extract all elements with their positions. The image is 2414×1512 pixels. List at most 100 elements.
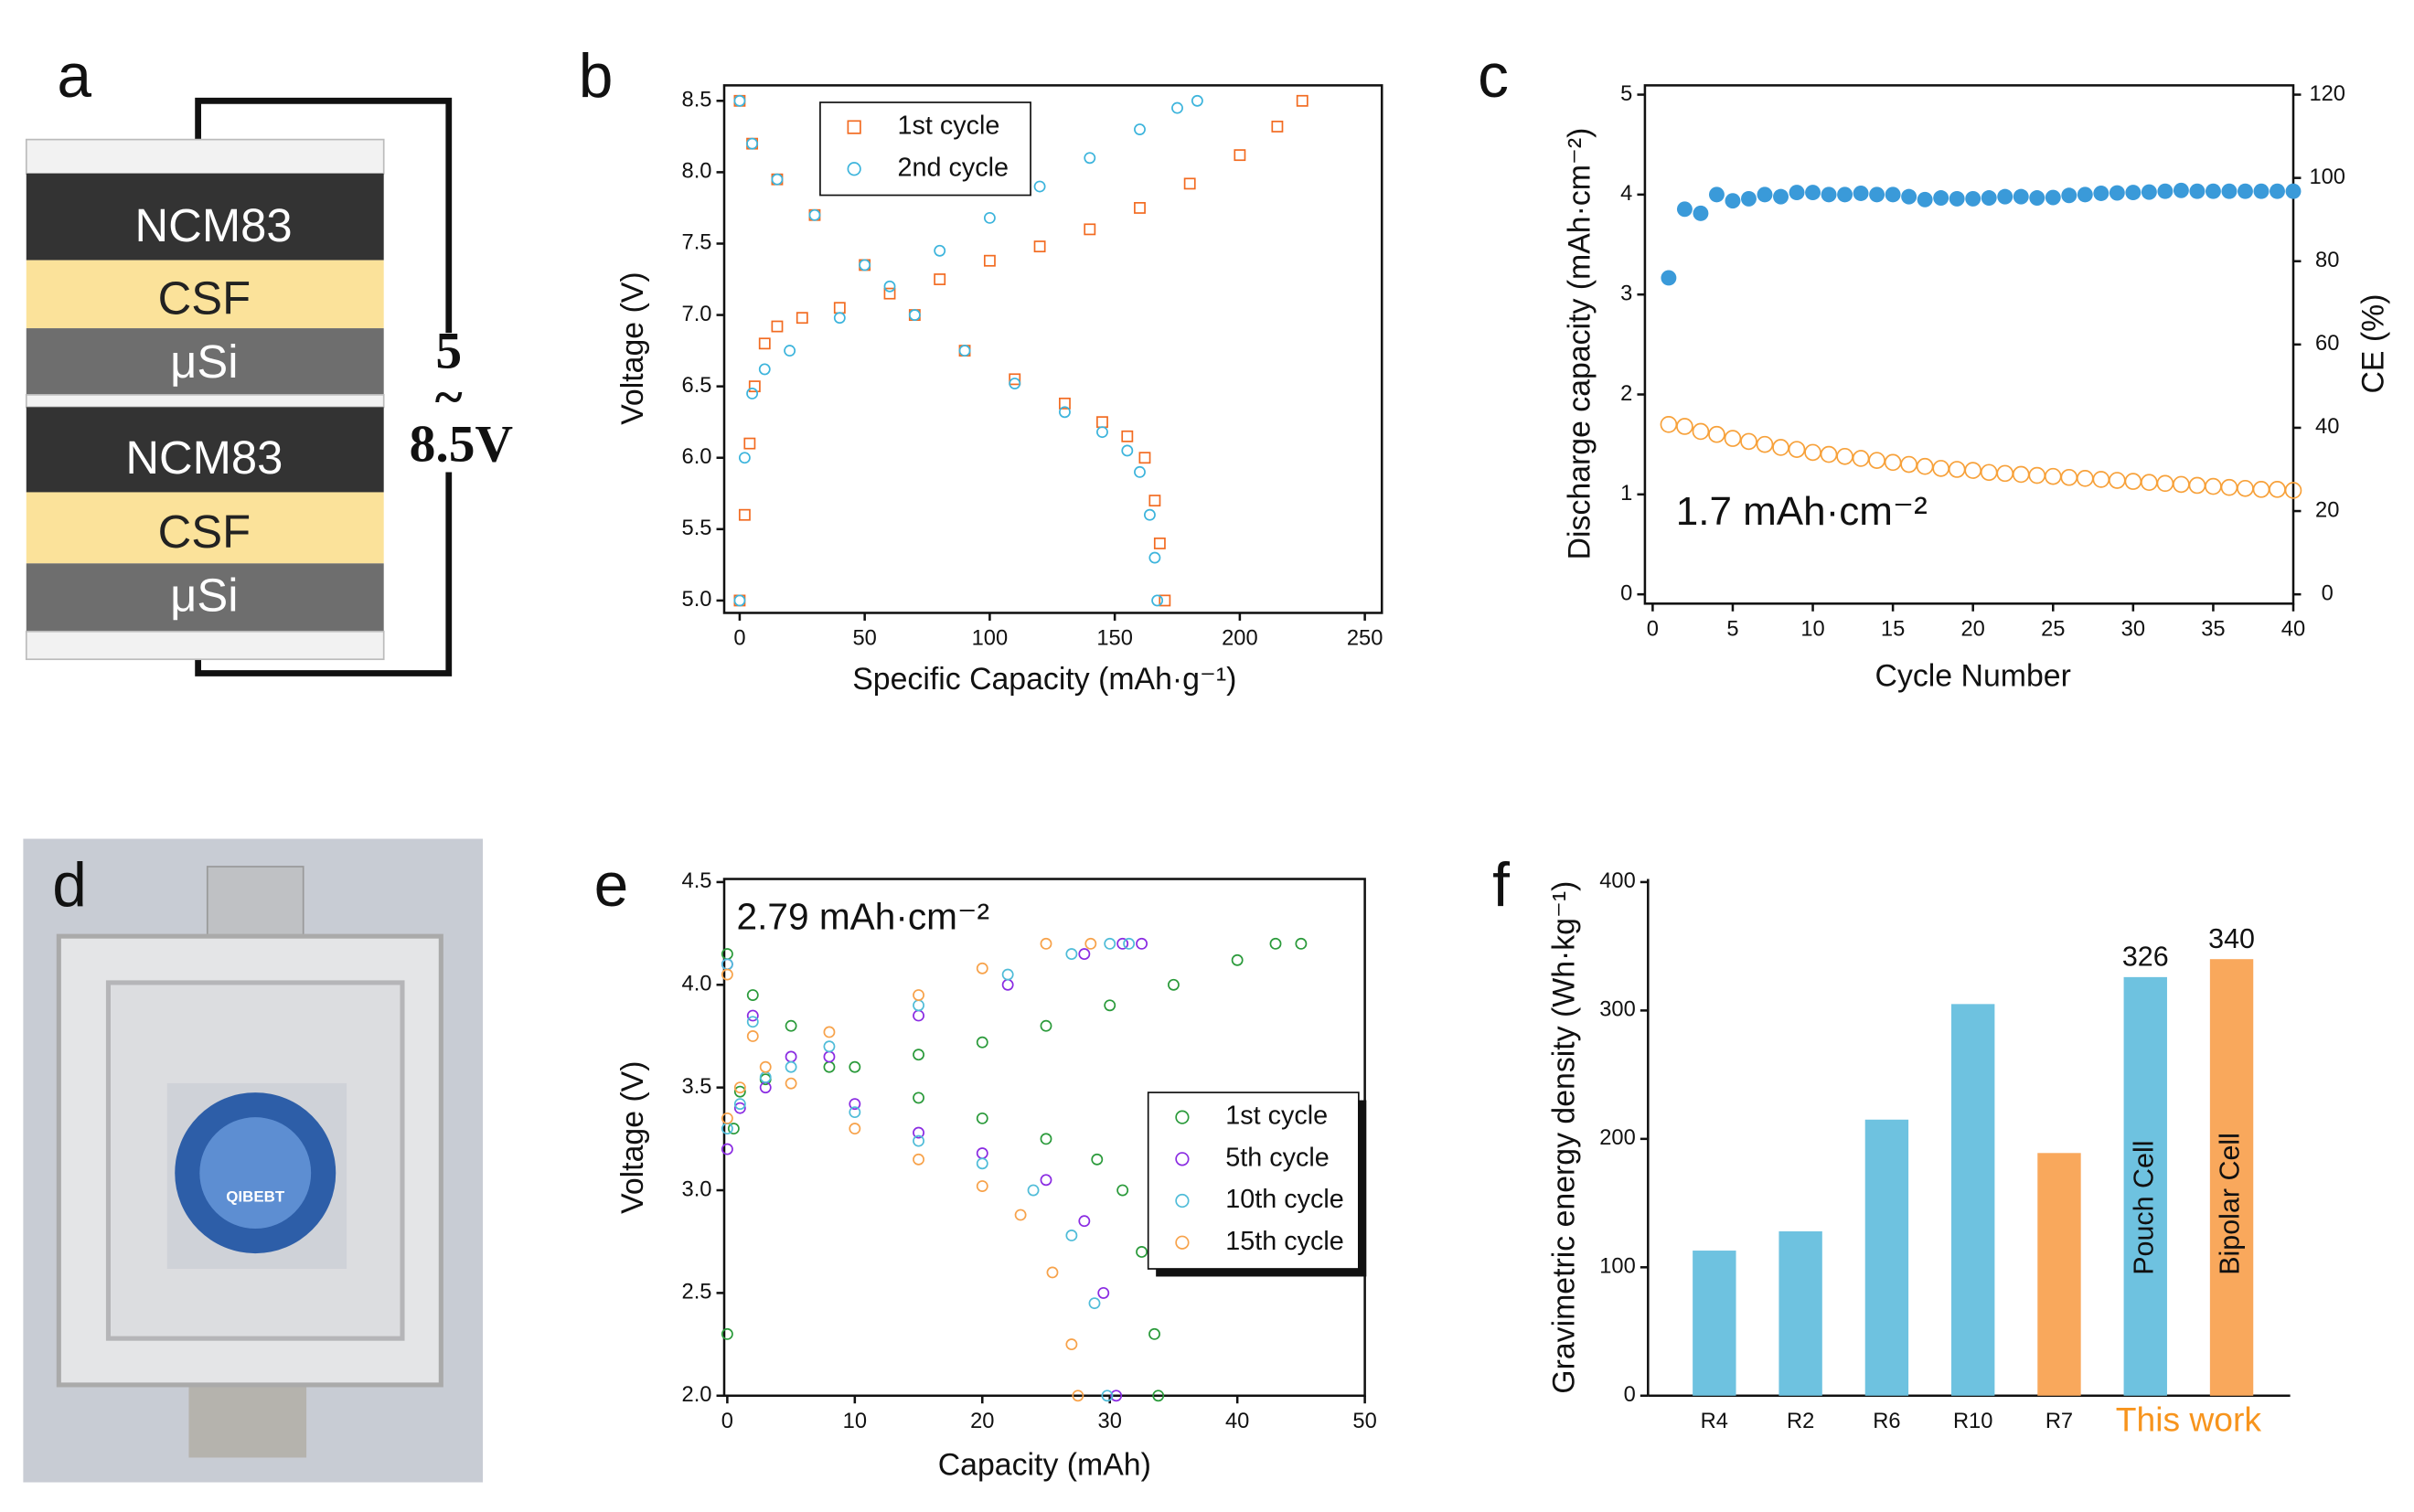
marker: [1116, 1184, 1129, 1197]
marker: [1104, 999, 1116, 1012]
x-tick-label: R7: [2045, 1410, 2073, 1433]
marker: [823, 1026, 836, 1038]
marker: [1096, 416, 1108, 429]
marker: [746, 1016, 759, 1028]
marker: [808, 208, 821, 221]
x-axis-label: Cycle Number: [1875, 658, 2071, 693]
x-tick-label: 40: [2281, 617, 2305, 641]
marker: [1072, 1390, 1084, 1402]
marker: [849, 1106, 861, 1119]
marker: [823, 1060, 836, 1073]
marker: [1756, 435, 1774, 453]
x-axis-label: Capacity (mAh): [938, 1448, 1151, 1483]
x-tick-label: R10: [1953, 1410, 1992, 1433]
marker: [771, 320, 784, 333]
marker: [1757, 186, 1773, 203]
marker: [746, 137, 759, 150]
marker: [1996, 464, 2014, 483]
y-tick-label: 300: [1599, 998, 1636, 1022]
x-tick-label: 35: [2201, 617, 2225, 641]
marker: [1175, 1152, 1190, 1166]
marker: [1836, 447, 1853, 465]
y-tick-label: 8.5: [682, 89, 712, 112]
marker: [1148, 1327, 1160, 1340]
x-tick-label: 0: [1647, 617, 1659, 641]
marker: [1097, 1286, 1110, 1299]
panel-label: f: [1492, 851, 1510, 920]
y-tick-label: 5.5: [682, 516, 712, 540]
marker: [913, 1091, 924, 1104]
marker: [2220, 478, 2238, 496]
marker: [2124, 473, 2142, 490]
y2-tick-label: 80: [2315, 249, 2339, 272]
marker: [1692, 422, 1710, 441]
marker: [1121, 444, 1134, 457]
x-tick-label: 20: [1961, 617, 1985, 641]
marker: [1933, 190, 1949, 206]
marker: [785, 1077, 797, 1090]
y-tick-label: 3.0: [682, 1177, 712, 1201]
x-tick-label: 50: [1352, 1410, 1376, 1433]
marker: [2237, 183, 2253, 199]
marker: [1837, 186, 1853, 203]
marker: [1116, 937, 1129, 950]
marker: [733, 1085, 746, 1098]
marker: [1901, 188, 1917, 205]
marker: [2141, 474, 2158, 492]
marker: [1065, 948, 1078, 961]
marker: [1001, 968, 1014, 981]
bar: [1778, 1230, 1822, 1396]
marker: [1138, 452, 1151, 464]
marker: [796, 312, 808, 325]
layer: [26, 328, 384, 395]
y2-tick-label: 120: [2309, 82, 2345, 106]
gap: [25, 394, 385, 409]
marker: [1159, 594, 1171, 607]
marker: [849, 1060, 861, 1073]
layer-label: μSi: [170, 570, 238, 622]
marker: [976, 1036, 988, 1049]
x-tick-label: R6: [1873, 1410, 1900, 1433]
y-tick-label: 6.5: [682, 374, 712, 398]
marker: [1088, 1297, 1101, 1310]
marker: [1059, 397, 1071, 410]
marker: [1065, 1338, 1078, 1351]
voltage-label: ~: [435, 369, 463, 427]
y-tick-label: 4.5: [682, 869, 712, 893]
y-tick-label: 1: [1620, 482, 1632, 506]
marker: [934, 273, 946, 285]
marker: [1964, 462, 1981, 479]
marker: [1789, 185, 1805, 201]
marker: [1724, 430, 1742, 447]
y-tick-label: 3.5: [682, 1075, 712, 1099]
panel-label: b: [579, 42, 614, 111]
marker: [743, 437, 756, 450]
marker: [2109, 185, 2125, 201]
marker: [1040, 1019, 1052, 1032]
x-tick-label: 20: [970, 1410, 994, 1433]
layer-label: NCM83: [135, 199, 293, 251]
bar: [1951, 1004, 1995, 1396]
marker: [1183, 177, 1196, 190]
marker: [1143, 508, 1156, 521]
marker: [1078, 1215, 1091, 1228]
marker: [2269, 481, 2286, 498]
marker: [983, 211, 996, 224]
x-tick-label: 10: [1800, 617, 1824, 641]
marker: [746, 388, 759, 399]
legend-label: 2nd cycle: [898, 153, 1009, 182]
marker: [1134, 202, 1146, 214]
marker: [2029, 190, 2045, 206]
marker: [976, 1112, 988, 1124]
panel-label: a: [57, 42, 91, 111]
marker: [1191, 94, 1203, 107]
marker: [847, 162, 861, 176]
y-tick-label: 400: [1599, 869, 1636, 893]
marker: [746, 1030, 759, 1042]
y-tick-label: 100: [1599, 1255, 1636, 1279]
legend-label: 10th cycle: [1225, 1185, 1343, 1214]
marker: [2253, 183, 2270, 199]
marker: [913, 999, 924, 1012]
marker: [976, 1180, 988, 1192]
y2-tick-label: 40: [2315, 415, 2339, 439]
